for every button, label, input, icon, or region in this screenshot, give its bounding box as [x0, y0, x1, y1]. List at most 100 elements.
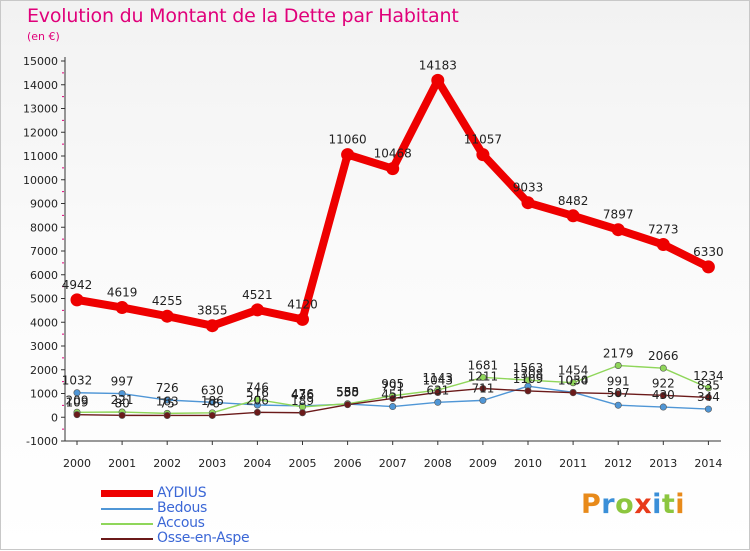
data-point-accous — [524, 376, 532, 384]
data-label-accous: 2066 — [648, 349, 679, 363]
data-label-bedous: 507 — [607, 386, 630, 400]
data-label-osse-en-aspe: 76 — [205, 396, 220, 410]
data-label-bedous: 711 — [471, 381, 494, 395]
data-point-bedous — [479, 396, 487, 404]
data-label-aydius: 11060 — [329, 133, 367, 147]
y-tick-label: 3000 — [30, 340, 58, 353]
legend-swatch-aydius — [101, 490, 153, 497]
data-label-osse-en-aspe: 109 — [66, 396, 89, 410]
data-label-accous: 163 — [156, 394, 179, 408]
y-tick-label: 12000 — [23, 126, 58, 139]
data-label-accous: 1234 — [693, 369, 724, 383]
data-label-accous: 209 — [66, 393, 89, 407]
data-point-aydius — [250, 303, 264, 317]
data-point-accous — [479, 373, 487, 381]
x-tick-label: 2014 — [694, 457, 722, 470]
legend: AYDIUS Bedous Accous Osse-en-Aspe — [101, 485, 301, 546]
data-label-osse-en-aspe: 922 — [652, 376, 675, 390]
data-point-osse-en-aspe — [298, 409, 306, 417]
data-point-bedous — [208, 398, 216, 406]
x-tick-label: 2001 — [108, 457, 136, 470]
data-label-osse-en-aspe: 206 — [246, 393, 269, 407]
data-label-accous: 2179 — [603, 346, 634, 360]
data-point-osse-en-aspe — [614, 390, 622, 398]
x-tick-label: 2011 — [559, 457, 587, 470]
y-tick-label: 10000 — [23, 174, 58, 187]
y-tick-label: 8000 — [30, 221, 58, 234]
data-label-accous: 221 — [111, 393, 134, 407]
y-tick-label: 6000 — [30, 269, 58, 282]
data-point-bedous — [163, 396, 171, 404]
logo-letter: i — [652, 489, 662, 520]
chart-subtitle: (en €) — [27, 30, 60, 43]
data-label-aydius: 4619 — [107, 286, 138, 300]
data-point-aydius — [296, 312, 309, 326]
x-tick-label: 2013 — [649, 457, 677, 470]
logo-letter: o — [615, 489, 635, 520]
data-point-bedous — [389, 403, 397, 411]
logo-letter: i — [675, 489, 686, 520]
data-label-accous: 1563 — [513, 361, 544, 375]
data-label-bedous: 516 — [246, 386, 269, 400]
data-point-osse-en-aspe — [434, 388, 442, 396]
data-point-aydius — [431, 73, 445, 87]
data-point-osse-en-aspe — [163, 411, 171, 419]
y-tick-label: -1000 — [26, 435, 58, 448]
proxiti-logo: Proxiti — [581, 489, 685, 520]
y-tick-label: 11000 — [23, 150, 58, 163]
logo-letter: r — [601, 489, 616, 520]
data-label-aydius: 4120 — [287, 297, 318, 311]
data-label-accous: 1143 — [423, 371, 454, 385]
x-tick-label: 2002 — [153, 457, 181, 470]
x-tick-label: 2012 — [604, 457, 632, 470]
data-label-bedous: 631 — [426, 383, 449, 397]
data-point-accous — [659, 364, 667, 372]
data-label-accous: 746 — [246, 381, 269, 395]
data-point-aydius — [476, 148, 490, 162]
legend-item-aydius: AYDIUS — [101, 485, 301, 501]
x-tick-label: 2007 — [379, 457, 407, 470]
x-tick-label: 2003 — [198, 457, 226, 470]
data-label-bedous: 630 — [201, 383, 224, 397]
data-label-osse-en-aspe: 1109 — [513, 372, 544, 386]
x-tick-label: 2009 — [469, 457, 497, 470]
data-point-aydius — [656, 238, 670, 252]
logo-letter: P — [581, 489, 602, 520]
data-label-bedous: 451 — [381, 388, 404, 402]
data-label-bedous: 726 — [156, 381, 179, 395]
data-point-bedous — [434, 398, 442, 406]
x-tick-label: 2010 — [514, 457, 542, 470]
data-point-aydius — [611, 223, 625, 237]
data-point-aydius — [566, 209, 580, 223]
data-label-aydius: 8482 — [558, 194, 589, 208]
data-label-accous: 1454 — [558, 364, 589, 378]
data-point-osse-en-aspe — [389, 394, 397, 402]
data-label-accous: 1681 — [468, 358, 499, 372]
data-point-osse-en-aspe — [208, 411, 216, 419]
data-label-osse-en-aspe: 991 — [607, 375, 630, 389]
legend-label-aydius: AYDIUS — [157, 485, 207, 501]
data-label-accous: 568 — [336, 385, 359, 399]
x-tick-label: 2008 — [424, 457, 452, 470]
data-label-osse-en-aspe: 1211 — [468, 369, 499, 383]
data-point-aydius — [160, 309, 174, 323]
data-point-osse-en-aspe — [659, 391, 667, 399]
data-point-osse-en-aspe — [253, 408, 261, 416]
data-label-osse-en-aspe: 1034 — [558, 374, 589, 388]
legend-item-accous: Accous — [101, 515, 301, 531]
legend-item-bedous: Bedous — [101, 500, 301, 516]
data-label-bedous: 555 — [336, 385, 359, 399]
data-label-osse-en-aspe: 835 — [697, 378, 720, 392]
legend-swatch-osse-en-aspe — [101, 538, 153, 540]
data-label-aydius: 4521 — [242, 288, 273, 302]
data-point-aydius — [70, 293, 84, 307]
data-point-aydius — [521, 196, 535, 210]
data-point-aydius — [341, 148, 355, 162]
y-tick-label: 5000 — [30, 293, 58, 306]
data-label-aydius: 6330 — [693, 245, 724, 259]
y-tick-label: 0 — [51, 411, 58, 424]
x-tick-label: 2004 — [243, 457, 271, 470]
data-label-bedous: 476 — [291, 387, 314, 401]
